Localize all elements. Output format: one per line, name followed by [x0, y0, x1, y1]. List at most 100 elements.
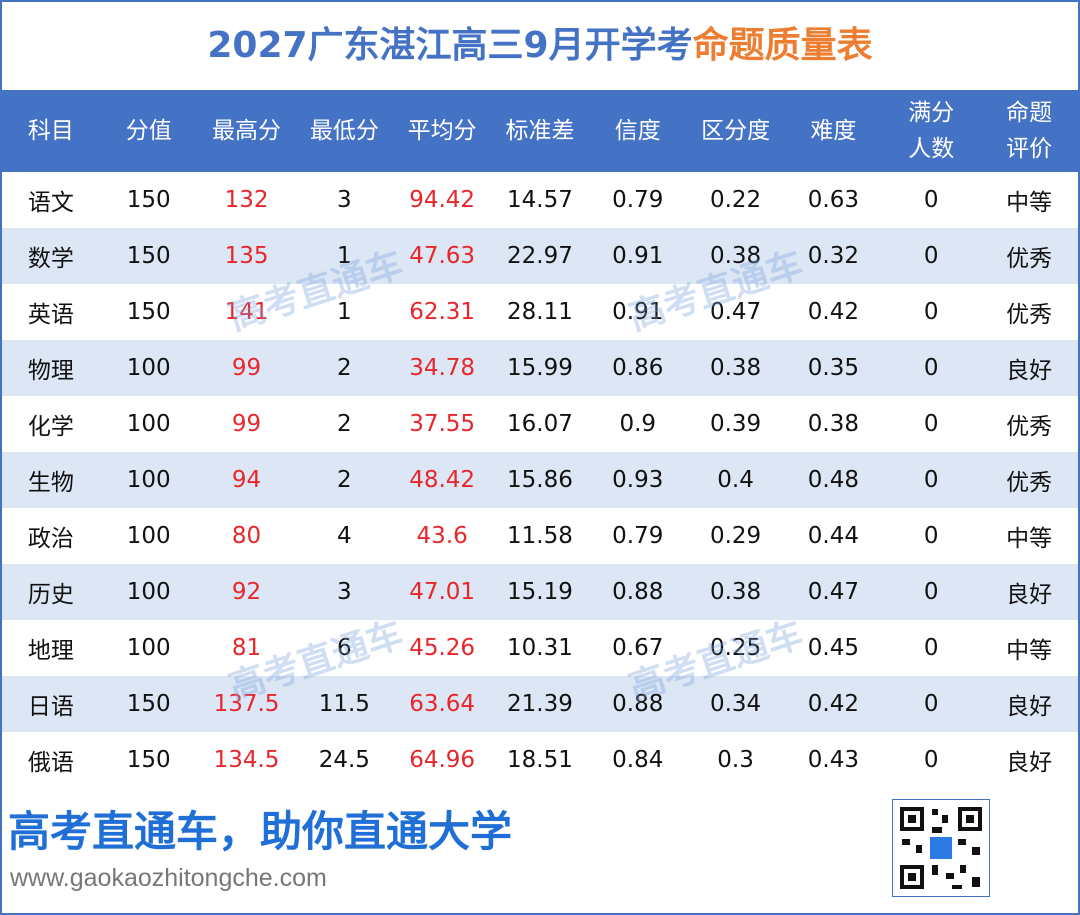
- table-cell: 0.43: [807, 747, 860, 773]
- table-cell: 英语: [27, 302, 74, 328]
- table-cell: 15.86: [491, 452, 589, 508]
- table-cell: 语文: [27, 190, 74, 216]
- title: 2027广东湛江高三9月开学考命题质量表: [2, 2, 1078, 90]
- table-cell: 优秀: [980, 228, 1078, 284]
- table-cell: 94.42: [409, 187, 476, 213]
- table-cell: 47.63: [393, 228, 492, 284]
- table-row: 政治 100 80 4 43.6 11.58 0.79 0.29 0.44 0 中等: [2, 508, 1078, 564]
- table-cell: 0.48: [784, 452, 883, 508]
- table-cell: 0: [923, 523, 939, 549]
- header-line: 评价: [1006, 136, 1053, 162]
- table-cell: 28.11: [507, 299, 573, 325]
- table-cell: 0.22: [709, 187, 762, 213]
- header-cell: 最低分: [295, 90, 394, 172]
- table-cell: 0.63: [807, 187, 860, 213]
- table-cell: 150: [126, 187, 171, 213]
- table-cell: 64.96: [409, 747, 476, 773]
- table-cell: 优秀: [980, 452, 1078, 508]
- table-cell: 0.38: [686, 564, 785, 620]
- table-cell: 134.5: [213, 747, 280, 773]
- table-cell: 0.86: [588, 340, 687, 396]
- table-cell: 37.55: [409, 411, 476, 437]
- url: www.gaokaozhitongche.com: [10, 864, 327, 892]
- header-cell: 科目: [2, 90, 100, 172]
- table-cell: 11.5: [295, 676, 394, 732]
- table-cell: 0.79: [612, 187, 664, 213]
- table-cell: 0: [882, 228, 981, 284]
- table-cell: 3: [295, 564, 394, 620]
- table-cell: 0.9: [619, 411, 657, 437]
- table-cell: 11.58: [507, 523, 573, 549]
- table-cell: 0.47: [709, 299, 762, 325]
- table-cell: 0: [882, 676, 981, 732]
- table-cell: 0.4: [686, 452, 785, 508]
- table-cell: 94: [197, 452, 296, 508]
- table-cell: 14.57: [507, 187, 573, 213]
- table-cell: 历史: [2, 564, 100, 620]
- table-cell: 0.91: [588, 228, 687, 284]
- table-cell: 2: [295, 452, 394, 508]
- table-cell: 80: [231, 523, 262, 549]
- table-cell: 100: [126, 411, 171, 437]
- table-cell: 政治: [27, 526, 74, 552]
- table-cell: 45.26: [409, 635, 476, 661]
- table-cell: 0.88: [588, 564, 687, 620]
- table-row: 物理 100 99 2 34.78 15.99 0.86 0.38 0.35 0 良好: [2, 340, 1078, 396]
- table-cell: 99: [197, 340, 296, 396]
- header-line: 命题: [1006, 100, 1053, 126]
- table-cell: 0: [923, 411, 939, 437]
- table-cell: 0.88: [588, 676, 687, 732]
- table-cell: 化学: [27, 414, 74, 440]
- table-cell: 100: [99, 452, 198, 508]
- table-row: 地理 100 81 6 45.26 10.31 0.67 0.25 0.45 0 中等: [2, 620, 1078, 676]
- table-cell: 0.38: [686, 228, 785, 284]
- table-cell: 中等: [1006, 190, 1053, 216]
- table-row: 日语 150 137.5 11.5 63.64 21.39 0.88 0.34 0.42 0 良好: [2, 676, 1078, 732]
- table-cell: 4: [337, 523, 352, 549]
- table-row: 语文 150 132 3 94.42 14.57 0.79 0.22 0.63 0 中等: [2, 172, 1078, 228]
- header-line: 人数: [908, 136, 955, 162]
- table-cell: 47.01: [393, 564, 492, 620]
- table-cell: 92: [197, 564, 296, 620]
- table-cell: 62.31: [409, 299, 476, 325]
- qr-code: [892, 799, 990, 897]
- table-cell: 15.19: [491, 564, 589, 620]
- header-cell: 最高分: [197, 90, 296, 172]
- table-cell: 数学: [2, 228, 100, 284]
- table-row: 数学 150 135 1 47.63 22.97 0.91 0.38 0.32 0 优秀: [2, 228, 1078, 284]
- table-cell: 优秀: [1006, 302, 1053, 328]
- table-row: 化学 100 99 2 37.55 16.07 0.9 0.39 0.38 0 优秀: [2, 396, 1078, 452]
- table-cell: 0.67: [612, 635, 664, 661]
- table-cell: 0.29: [709, 523, 762, 549]
- table-body: 语文 150 132 3 94.42 14.57 0.79 0.22 0.63 0 中等 数学 150 1…: [2, 172, 1078, 788]
- header-row: 科目 分值 最高分 最低分 平均分 标准差 信度 区分度 难度 满分 人数 命题 评价: [2, 90, 1078, 172]
- table-cell: 优秀: [1006, 414, 1053, 440]
- table-cell: 2: [295, 340, 394, 396]
- header-cell: 分值: [99, 90, 198, 172]
- header-cell: 满分 人数: [882, 90, 981, 172]
- table-cell: 中等: [1006, 638, 1053, 664]
- table-cell: 100: [99, 340, 198, 396]
- table-cell: 0.42: [807, 299, 860, 325]
- table-cell: 150: [126, 747, 171, 773]
- table-cell: 0.38: [807, 411, 860, 437]
- slogan: 高考直通车，助你直通大学: [8, 807, 513, 856]
- table-cell: 6: [337, 635, 352, 661]
- quality-table: 科目 分值 最高分 最低分 平均分 标准差 信度 区分度 难度 满分 人数 命题 评价 语文 150 132…: [2, 90, 1078, 788]
- table-cell: 99: [231, 411, 262, 437]
- table-cell: 良好: [980, 340, 1078, 396]
- table-cell: 137.5: [197, 676, 296, 732]
- table-cell: 21.39: [491, 676, 589, 732]
- table-cell: 34.78: [393, 340, 492, 396]
- table-cell: 2: [337, 411, 352, 437]
- table-cell: 0.44: [807, 523, 860, 549]
- title-highlight: 命题质量表: [692, 25, 873, 66]
- table-cell: 16.07: [507, 411, 573, 437]
- table-cell: 良好: [980, 676, 1078, 732]
- table-cell: 0.39: [709, 411, 762, 437]
- table-cell: 0.34: [686, 676, 785, 732]
- table-cell: 0.42: [784, 676, 883, 732]
- table-cell: 100: [126, 523, 171, 549]
